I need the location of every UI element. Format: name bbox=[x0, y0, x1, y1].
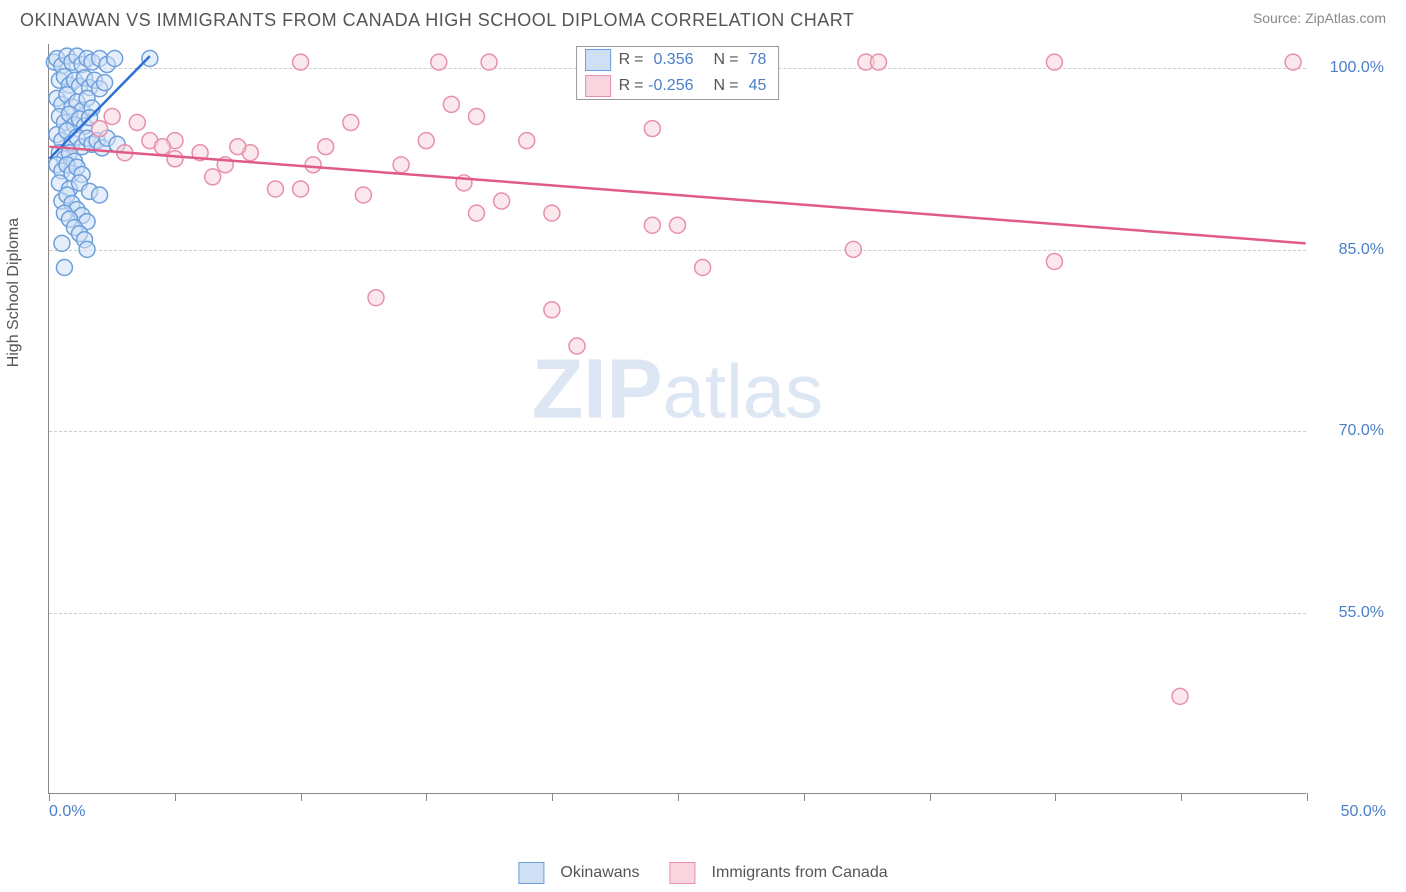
y-tick-label: 55.0% bbox=[1314, 604, 1384, 622]
x-tick bbox=[1181, 793, 1182, 801]
data-point bbox=[355, 187, 371, 203]
legend-series: Okinawans Immigrants from Canada bbox=[518, 862, 887, 884]
data-point bbox=[92, 121, 108, 137]
x-tick bbox=[49, 793, 50, 801]
x-tick bbox=[804, 793, 805, 801]
data-point bbox=[129, 115, 145, 131]
data-point bbox=[293, 54, 309, 70]
correlation-chart: High School Diploma ZIPatlas 55.0%70.0%8… bbox=[48, 44, 1386, 822]
data-point bbox=[205, 169, 221, 185]
data-point bbox=[154, 139, 170, 155]
data-point bbox=[393, 157, 409, 173]
legend-label: Immigrants from Canada bbox=[712, 864, 888, 882]
data-point bbox=[481, 54, 497, 70]
legend-item-canada: Immigrants from Canada bbox=[670, 862, 888, 884]
data-point bbox=[142, 51, 158, 67]
data-point bbox=[56, 260, 72, 276]
data-point bbox=[695, 260, 711, 276]
data-point bbox=[468, 205, 484, 221]
x-tick bbox=[930, 793, 931, 801]
data-point bbox=[343, 115, 359, 131]
data-point bbox=[644, 217, 660, 233]
data-point bbox=[1046, 54, 1062, 70]
data-point bbox=[368, 290, 384, 306]
data-point bbox=[443, 96, 459, 112]
source-attribution: Source: ZipAtlas.com bbox=[1253, 10, 1386, 26]
x-tick bbox=[1307, 793, 1308, 801]
x-tick bbox=[175, 793, 176, 801]
y-axis-title: High School Diploma bbox=[5, 218, 23, 367]
data-point bbox=[644, 121, 660, 137]
data-point bbox=[305, 157, 321, 173]
x-tick bbox=[301, 793, 302, 801]
data-point bbox=[418, 133, 434, 149]
data-point bbox=[871, 54, 887, 70]
data-point bbox=[544, 302, 560, 318]
data-point bbox=[544, 205, 560, 221]
legend-item-okinawans: Okinawans bbox=[518, 862, 639, 884]
x-tick bbox=[678, 793, 679, 801]
data-point bbox=[54, 235, 70, 251]
y-tick-label: 85.0% bbox=[1314, 241, 1384, 259]
data-point bbox=[569, 338, 585, 354]
page-title: OKINAWAN VS IMMIGRANTS FROM CANADA HIGH … bbox=[20, 10, 854, 31]
data-point bbox=[92, 187, 108, 203]
x-tick bbox=[552, 793, 553, 801]
data-point bbox=[494, 193, 510, 209]
data-point bbox=[230, 139, 246, 155]
plot-area: ZIPatlas 55.0%70.0%85.0%100.0% R=0.356N=… bbox=[48, 44, 1306, 794]
data-point bbox=[468, 108, 484, 124]
data-point bbox=[293, 181, 309, 197]
data-point bbox=[97, 75, 113, 91]
data-point bbox=[431, 54, 447, 70]
swatch-icon bbox=[670, 862, 696, 884]
x-tick bbox=[426, 793, 427, 801]
data-point bbox=[1046, 253, 1062, 269]
legend-correlation-box: R=0.356N=78R=-0.256N=45 bbox=[576, 46, 780, 100]
y-tick-label: 100.0% bbox=[1314, 59, 1384, 77]
data-point bbox=[79, 241, 95, 257]
data-point bbox=[519, 133, 535, 149]
data-point bbox=[267, 181, 283, 197]
scatter-svg bbox=[49, 44, 1306, 793]
data-point bbox=[670, 217, 686, 233]
legend-correlation-row: R=-0.256N=45 bbox=[577, 73, 779, 99]
x-tick bbox=[1055, 793, 1056, 801]
swatch-icon bbox=[518, 862, 544, 884]
data-point bbox=[167, 151, 183, 167]
data-point bbox=[845, 241, 861, 257]
data-point bbox=[104, 108, 120, 124]
legend-label: Okinawans bbox=[560, 864, 639, 882]
data-point bbox=[1285, 54, 1301, 70]
x-axis-max-label: 50.0% bbox=[1316, 803, 1386, 821]
data-point bbox=[107, 51, 123, 67]
data-point bbox=[318, 139, 334, 155]
legend-correlation-row: R=0.356N=78 bbox=[577, 47, 779, 73]
data-point bbox=[1172, 688, 1188, 704]
x-axis-min-label: 0.0% bbox=[49, 803, 85, 821]
y-tick-label: 70.0% bbox=[1314, 422, 1384, 440]
